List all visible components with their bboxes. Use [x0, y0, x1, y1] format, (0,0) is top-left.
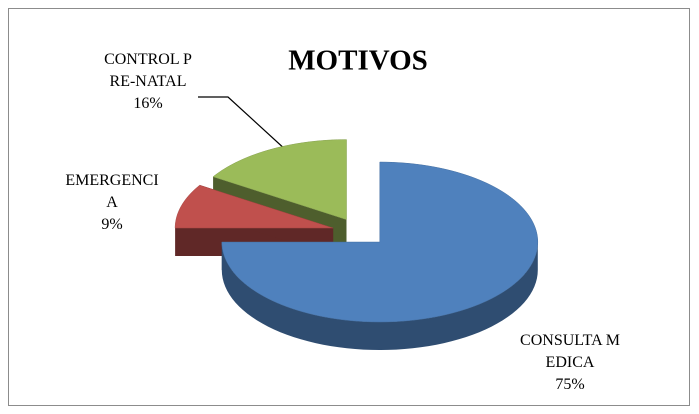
leader-line [198, 96, 288, 152]
category-label: CONSULTA MEDICA [520, 332, 620, 371]
data-label: EMERGENCIA 9% [62, 170, 162, 236]
value-label: 9% [101, 216, 123, 233]
slice-side [221, 242, 538, 351]
category-label: CONTROL PRE-NATAL [104, 51, 192, 90]
data-label: CONSULTA MEDICA 75% [520, 330, 620, 396]
value-label: 75% [555, 376, 585, 393]
chart-title: MOTIVOS [288, 45, 428, 77]
data-label: CONTROL PRE-NATAL 16% [100, 49, 196, 115]
slice [221, 161, 539, 323]
category-label: EMERGENCIA [65, 172, 159, 211]
value-label: 16% [133, 95, 163, 112]
slice [212, 139, 347, 220]
slice [174, 184, 334, 229]
